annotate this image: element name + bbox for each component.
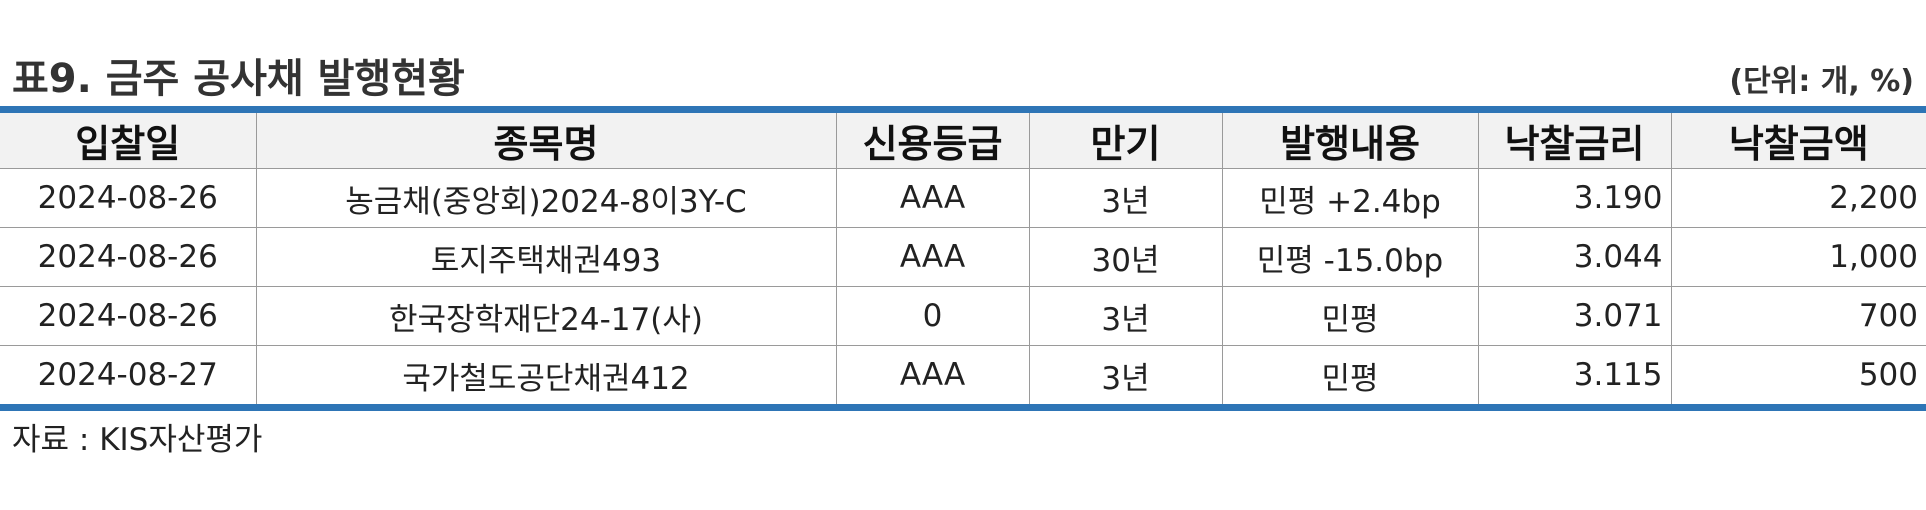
cell-winning-amount: 500 xyxy=(1670,345,1926,404)
cell-credit-rating: AAA xyxy=(835,168,1029,228)
cell-maturity: 3년 xyxy=(1028,345,1222,404)
header-winning-rate: 낙찰금리 xyxy=(1477,113,1671,169)
cell-credit-rating: AAA xyxy=(835,345,1029,404)
cell-bid-date: 2024-08-27 xyxy=(37,357,218,393)
cell-issue-details: 민평 xyxy=(1221,286,1478,346)
header-issue-details: 발행내용 xyxy=(1221,113,1478,169)
cell-bond-name: 농금채(중앙회)2024-8이3Y-C xyxy=(255,168,836,228)
table-row: 2024-08-26 농금채(중앙회)2024-8이3Y-C AAA 3년 민평… xyxy=(0,168,1926,228)
bond-issuance-table: 입찰일 종목명 신용등급 만기 발행내용 낙찰금리 낙찰금액 2024-08-2… xyxy=(0,113,1926,404)
cell-issue-details: 민평 xyxy=(1221,345,1478,404)
header-bond-name: 종목명 xyxy=(255,113,836,169)
header-winning-amount: 낙찰금액 xyxy=(1670,113,1926,169)
cell-credit-rating: 0 xyxy=(835,286,1029,346)
table-title: 표9. 금주 공사채 발행현황 xyxy=(12,56,465,102)
header-row: 입찰일 종목명 신용등급 만기 발행내용 낙찰금리 낙찰금액 xyxy=(0,113,1926,169)
cell-bid-date: 2024-08-26 xyxy=(0,286,256,346)
table-row: 2024-08-26 토지주택채권493 AAA 30년 민평 -15.0bp … xyxy=(0,227,1926,287)
cell-issue-details: 민평 +2.4bp xyxy=(1221,168,1478,228)
cell-winning-rate: 3.190 xyxy=(1477,168,1671,228)
cell-credit-rating: AAA xyxy=(835,227,1029,287)
unit-note: (단위: 개, %) xyxy=(1729,64,1914,99)
cell-maturity: 30년 xyxy=(1028,227,1222,287)
cell-bid-date: 2024-08-26 xyxy=(0,168,256,228)
cell-bond-name: 국가철도공단채권412 xyxy=(255,345,836,404)
cell-winning-rate: 3.115 xyxy=(1477,345,1671,404)
table-row: 2024-08-27 국가철도공단채권412 AAA 3년 민평 3.115 5… xyxy=(0,345,1926,404)
cell-bond-name: 토지주택채권493 xyxy=(255,227,836,287)
cell-bid-date: 2024-08-26 xyxy=(0,227,256,287)
cell-issue-details: 민평 -15.0bp xyxy=(1221,227,1478,287)
table-container: 입찰일 종목명 신용등급 만기 발행내용 낙찰금리 낙찰금액 2024-08-2… xyxy=(0,106,1926,411)
header-maturity: 만기 xyxy=(1028,113,1222,169)
cell-winning-rate: 3.044 xyxy=(1477,227,1671,287)
table-row: 2024-08-26 한국장학재단24-17(사) 0 3년 민평 3.071 … xyxy=(0,286,1926,346)
header-credit-rating: 신용등급 xyxy=(835,113,1029,169)
cell-winning-rate: 3.071 xyxy=(1477,286,1671,346)
title-row: 표9. 금주 공사채 발행현황 (단위: 개, %) xyxy=(0,46,1926,102)
cell-winning-amount: 1,000 xyxy=(1670,227,1926,287)
header-bid-date: 입찰일 xyxy=(0,113,256,169)
source-note: 자료 : KIS자산평가 xyxy=(12,422,263,458)
cell-maturity: 3년 xyxy=(1028,168,1222,228)
cell-winning-amount: 2,200 xyxy=(1670,168,1926,228)
cell-bond-name: 한국장학재단24-17(사) xyxy=(255,286,836,346)
cell-winning-amount: 700 xyxy=(1670,286,1926,346)
cell-maturity: 3년 xyxy=(1028,286,1222,346)
